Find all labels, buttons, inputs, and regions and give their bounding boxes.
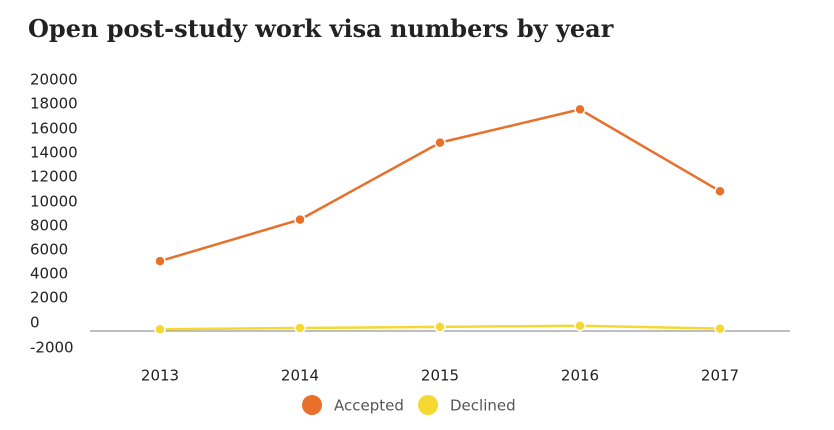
data-point-declined — [714, 322, 726, 335]
legend-marker-declined — [418, 395, 438, 415]
y-tick-label: 6000 — [30, 241, 68, 259]
legend-marker-accepted — [302, 395, 322, 415]
y-tick-label: 14000 — [30, 144, 78, 162]
y-tick-label: 16000 — [30, 120, 78, 138]
data-point-accepted — [154, 255, 166, 267]
y-tick-label: 18000 — [30, 95, 78, 113]
y-tick-label: 8000 — [30, 217, 68, 235]
y-tick-label: 0 — [30, 314, 40, 332]
data-point-declined — [574, 319, 586, 332]
data-point-declined — [154, 323, 166, 335]
data-point-declined — [294, 322, 306, 334]
series-line-accepted — [159, 108, 721, 263]
x-tick-label: 2015 — [421, 367, 459, 385]
y-tick-label: 12000 — [30, 168, 78, 186]
legend-label: Accepted — [334, 397, 404, 415]
x-tick-label: 2016 — [561, 367, 599, 385]
y-tick-label: 10000 — [30, 193, 78, 211]
data-point-accepted — [714, 185, 726, 197]
y-tick-label: 2000 — [30, 289, 68, 307]
data-point-accepted — [294, 213, 306, 226]
data-point-accepted — [574, 103, 586, 116]
data-point-declined — [434, 321, 446, 333]
data-point-accepted — [434, 136, 446, 149]
x-tick-label: 2017 — [701, 367, 739, 385]
y-tick-label: 20000 — [30, 71, 78, 89]
y-tick-label: 4000 — [30, 265, 68, 283]
y-tick-label: -2000 — [30, 339, 74, 357]
x-tick-label: 2014 — [281, 367, 319, 385]
x-tick-label: 2013 — [141, 367, 179, 385]
chart-title: Open post-study work visa numbers by yea… — [28, 14, 614, 43]
legend-label: Declined — [450, 397, 516, 415]
